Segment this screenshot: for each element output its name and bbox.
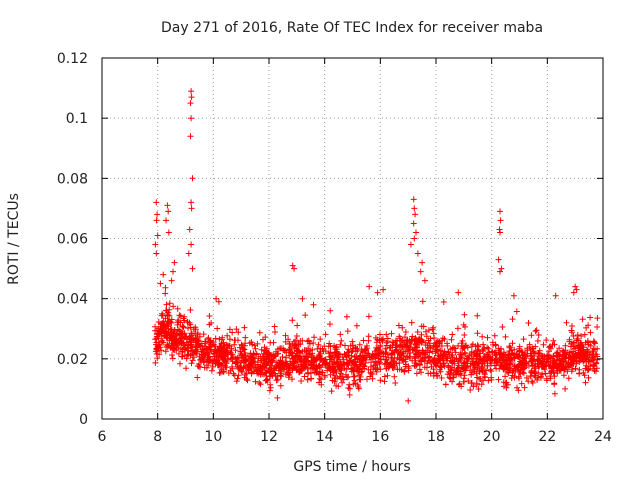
x-tick-label: 18 xyxy=(427,429,445,445)
x-tick-label: 20 xyxy=(483,429,501,445)
x-tick-label: 10 xyxy=(204,429,222,445)
data-points xyxy=(152,88,601,404)
x-tick-label: 6 xyxy=(98,429,107,445)
y-tick-label: 0.04 xyxy=(57,292,88,308)
x-tick-label: 14 xyxy=(316,429,334,445)
x-tick-label: 8 xyxy=(153,429,162,445)
grid-lines xyxy=(102,58,603,419)
y-tick-label: 0.06 xyxy=(57,232,88,248)
y-tick-label: 0 xyxy=(79,412,88,428)
y-tick-label: 0.1 xyxy=(66,111,88,127)
x-axis-label: GPS time / hours xyxy=(293,459,410,475)
x-tick-label: 16 xyxy=(371,429,389,445)
y-tick-label: 0.02 xyxy=(57,352,88,368)
x-tick-label: 12 xyxy=(260,429,278,445)
chart-title: Day 271 of 2016, Rate Of TEC Index for r… xyxy=(161,20,543,36)
x-tick-label: 22 xyxy=(538,429,556,445)
axis-ticks: 6 8 10 12 14 16 18 20 22 24 0 0.02 0.04 0.06 0.08 0.1 0.… xyxy=(57,51,612,445)
x-tick-label: 24 xyxy=(594,429,612,445)
scatter-markers xyxy=(152,88,601,404)
y-tick-label: 0.08 xyxy=(57,171,88,187)
y-tick-label: 0.12 xyxy=(57,51,88,67)
y-axis-label: ROTI / TECUs xyxy=(6,193,22,285)
